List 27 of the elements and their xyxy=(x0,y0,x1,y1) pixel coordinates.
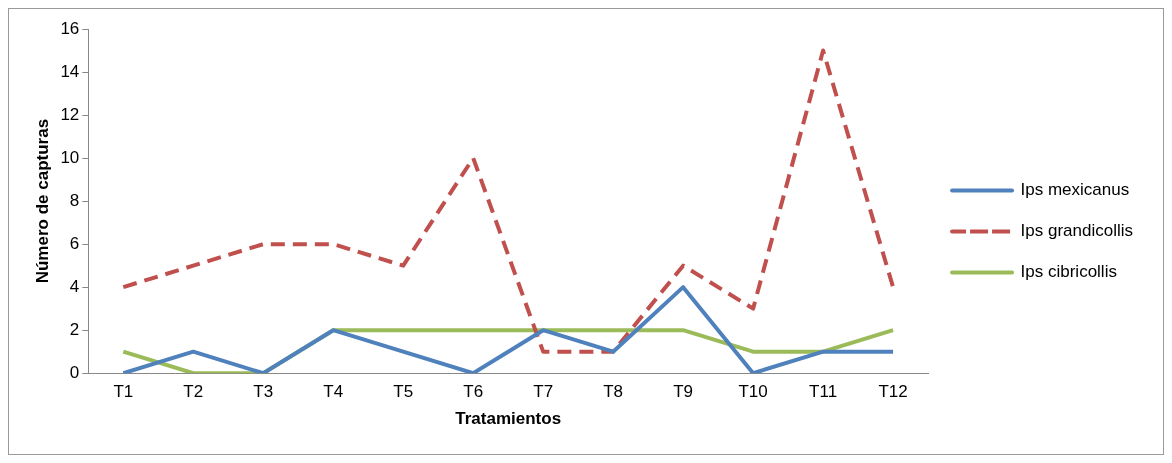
legend-label: Ips mexicanus xyxy=(1020,180,1130,200)
y-tick-label: 6 xyxy=(69,233,80,253)
legend-label: Ips grandicollis xyxy=(1020,221,1134,241)
x-tick-label: T3 xyxy=(253,382,274,402)
y-tick-label: 2 xyxy=(69,319,80,339)
line-series xyxy=(121,48,896,354)
y-tick-label: 12 xyxy=(60,104,80,124)
y-tick-label: 16 xyxy=(60,18,80,38)
y-tick-label: 10 xyxy=(60,147,80,167)
y-tick-label: 8 xyxy=(69,190,80,210)
x-tick-label: T4 xyxy=(323,382,344,402)
x-tick-label: T2 xyxy=(183,382,204,402)
x-tick-label: T10 xyxy=(738,382,768,402)
y-tick-label: 14 xyxy=(60,61,80,81)
x-tick-label: T7 xyxy=(533,382,554,402)
x-tick-label: T1 xyxy=(113,382,134,402)
legend-label: Ips cibricollis xyxy=(1020,262,1117,282)
y-tick-label: 0 xyxy=(69,362,80,382)
x-tick-label: T11 xyxy=(809,382,838,402)
x-tick-label: T8 xyxy=(603,382,624,402)
x-tick-label: T5 xyxy=(393,382,414,402)
x-tick-label: T6 xyxy=(463,382,484,402)
x-tick-label: T12 xyxy=(878,382,908,402)
y-tick-label: 4 xyxy=(69,276,80,296)
y-axis-title: Número de capturas xyxy=(32,118,52,284)
x-axis-title: Tratamientos xyxy=(455,409,562,429)
x-tick-label: T9 xyxy=(673,382,694,402)
